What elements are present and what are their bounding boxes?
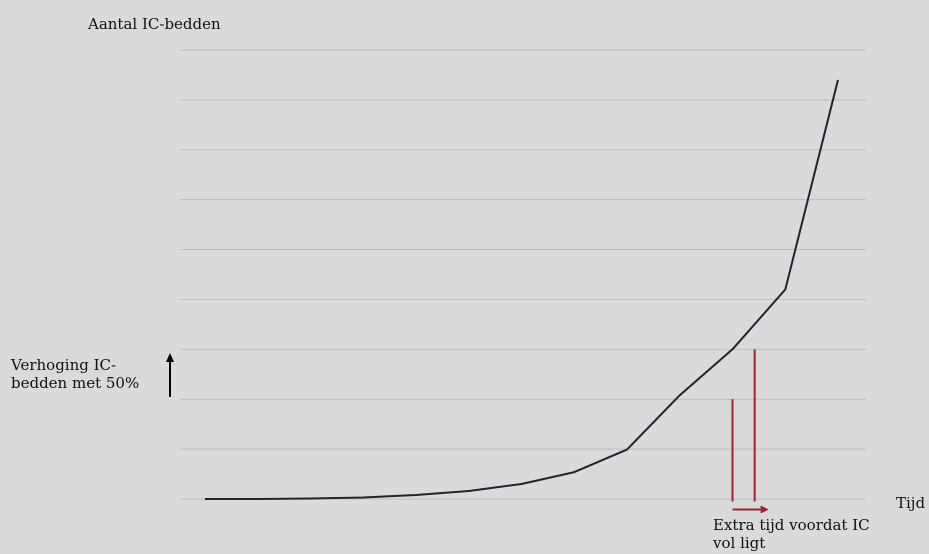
gridlines: [180, 49, 866, 500]
y-axis-label: Aantal IC-bedden: [88, 15, 221, 33]
x-axis-label: Tijd: [896, 494, 926, 512]
series-line: [205, 79, 839, 500]
series-layer: [205, 79, 839, 500]
capacity-arrowhead: [166, 353, 174, 362]
extra-time-label: Extra tijd voordat IC vol ligt: [713, 516, 870, 552]
annotation-layer: [166, 349, 769, 514]
extra-time-arrowhead: [760, 505, 769, 514]
capacity-increase-label: Verhoging IC-bedden met 50%: [11, 356, 140, 392]
